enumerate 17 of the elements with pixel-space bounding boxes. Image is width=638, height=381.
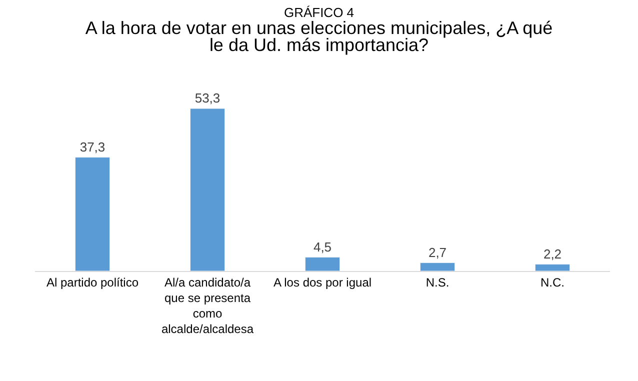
data-label: 4,5 [313,239,332,254]
x-tick-label: A los dos por igual [273,275,372,290]
x-tick-label: N.C. [540,275,564,290]
chart-subtitle: A la hora de votar en unas elecciones municipales, ¿A qué le da Ud. más importancia? [85,18,553,55]
data-label: 2,2 [543,246,562,262]
x-tick-label: Al partido político [46,275,139,290]
bar [305,257,340,271]
x-tick-label: N.S. [426,275,450,290]
data-label: 53,3 [194,90,220,106]
bar [75,157,110,271]
bar [420,262,455,271]
bar [190,108,225,271]
x-tick-label: Al/a candidato/a que se presenta como alcalde/alcaldesa [161,275,254,336]
chart-title: GRÁFICO 4 [284,5,354,20]
bar [535,264,570,271]
data-label: 37,3 [80,139,106,154]
data-label: 2,7 [428,244,447,260]
